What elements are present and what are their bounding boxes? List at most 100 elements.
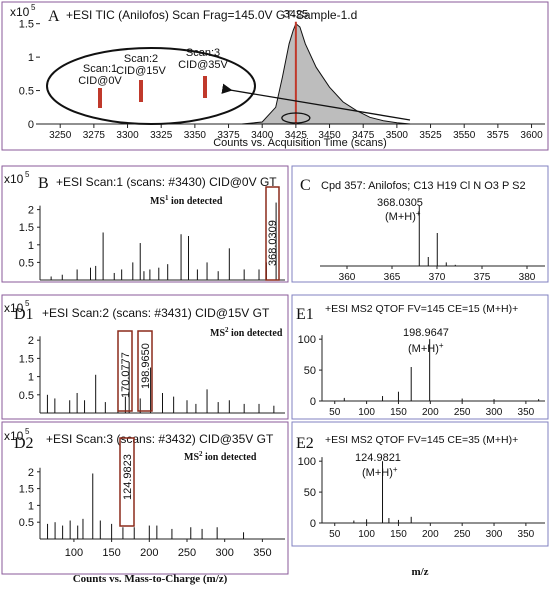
panel-b-y-tick-label: 1: [28, 240, 34, 252]
panel-a-x-tick-label: 3550: [453, 130, 476, 141]
panel-e2: E2 +ESI MS2 QTOF FV=145 CE=35 (M+H)+ 124…: [291, 421, 549, 578]
panel-b: B +ESI Scan:1 (scans: #3430) CID@0V GT x…: [1, 165, 289, 283]
panel-c-peak-ion: (M+H)+: [385, 209, 421, 223]
panel-b-y-axis: 2 1.5 1 0.5: [19, 205, 41, 280]
panel-d1-scale-exp: 5: [25, 299, 30, 308]
panel-c-peak-mz: 368.0305: [377, 197, 423, 209]
panel-d2-scale: x10: [4, 429, 24, 443]
panel-c: C Cpd 357: Anilofos; C13 H19 Cl N O3 P S…: [291, 165, 549, 283]
panel-d2-y-tick-label: 2: [28, 467, 34, 479]
panel-d1: D1 +ESI Scan:2 (scans: #3431) CID@15V GT…: [1, 294, 289, 420]
callout-scan-3-line1: Scan:3: [186, 47, 220, 59]
panel-d2-x-axis: 100 150 200 250 300 350: [65, 539, 272, 559]
panel-e1-x-tick-label: 300: [486, 407, 503, 418]
panel-a-frame: [1, 1, 549, 151]
panel-d2-x-tick-label: 100: [65, 547, 83, 559]
panel-a: A +ESI TIC (Anilofos) Scan Frag=145.0V G…: [1, 1, 549, 151]
panel-d1-box-170: [117, 330, 133, 412]
panel-a-x-tick-label: 3250: [49, 130, 72, 141]
panel-a-title: +ESI TIC (Anilofos) Scan Frag=145.0V GT-…: [66, 8, 357, 22]
panel-e1-letter: E1: [296, 306, 314, 323]
panel-e2-peak-mz: 124.9821: [355, 452, 401, 464]
panel-e1-x-tick-label: 50: [329, 407, 341, 418]
panel-c-x-tick-label: 375: [474, 272, 491, 283]
panel-a-x-tick-label: 3325: [150, 130, 173, 141]
panel-a-tic-trace: [241, 22, 411, 125]
panel-d2-box-124: [119, 437, 135, 527]
panel-b-scale: x10: [4, 172, 24, 186]
panel-d2-x-tick-label: 250: [178, 547, 196, 559]
panel-d1-y-tick-label: 1: [28, 372, 34, 384]
panel-d2-box-124-label: 124.9823: [122, 454, 134, 500]
panel-e2-x-tick-label: 50: [329, 529, 341, 540]
panel-a-x-tick-label: 3575: [487, 130, 510, 141]
panel-b-spectrum: [50, 202, 277, 280]
panel-a-y-tick-label: 1: [28, 52, 34, 64]
panel-a-x-tick-label: 3275: [83, 130, 106, 141]
callout-scan-1-bar: [98, 88, 102, 108]
panel-b-y-tick-label: 2: [28, 205, 34, 217]
panel-d2-letter: D2: [14, 435, 34, 452]
panel-d2-x-tick-label: 300: [216, 547, 234, 559]
callout-scan-1: Scan:1 CID@0V: [78, 63, 122, 108]
panel-d1-box-170-label: 170.0777: [120, 352, 132, 398]
panel-e1-spectrum: [343, 339, 540, 401]
panel-e1: E1 +ESI MS2 QTOF FV=145 CE=15 (M+H)+ 198…: [291, 294, 549, 420]
callout-scan-2-line1: Scan:2: [124, 53, 158, 65]
panel-d2-y-tick-label: 0.5: [19, 517, 34, 529]
callout-scan-1-line2: CID@0V: [78, 75, 122, 87]
panel-e1-x-tick-label: 350: [518, 407, 535, 418]
panel-c-x-tick-label: 380: [519, 272, 536, 283]
panel-d1-y-axis: 2 1.5 1 0.5: [19, 335, 41, 413]
panel-b-note: MS1 ion detected: [150, 194, 223, 207]
panel-d1-frame: [1, 294, 289, 420]
panel-d1-y-tick-label: 0.5: [19, 390, 34, 402]
panel-e1-y-tick-label: 0: [310, 396, 316, 408]
panel-a-x-tick-label: 3450: [318, 130, 341, 141]
panel-d2-spectrum: [47, 473, 245, 539]
panel-e2-y-tick-label: 50: [304, 487, 316, 499]
callout-scan-1-line1: Scan:1: [83, 63, 117, 75]
panel-d2-title: +ESI Scan:3 (scans: #3432) CID@35V GT: [46, 432, 274, 446]
panel-c-x-tick-label: 360: [339, 272, 356, 283]
panel-e2-x-tick-label: 250: [454, 529, 471, 540]
panel-e1-y-axis: 100 50 0: [298, 334, 323, 408]
panel-e2-spectrum: [353, 461, 412, 523]
panel-a-peak-label: 3425: [284, 9, 308, 21]
panel-a-scale-exp: 5: [31, 3, 36, 12]
panel-d1-y-tick-label: 2: [28, 335, 34, 347]
panel-e1-frame: [291, 294, 549, 420]
callout-scan-2-line2: CID@15V: [116, 65, 166, 77]
panel-b-y-tick-label: 0.5: [19, 257, 34, 269]
panel-e1-peak-mz: 198.9647: [403, 327, 449, 339]
panel-d2-scale-exp: 5: [25, 427, 30, 436]
panel-d2-x-tick-label: 150: [102, 547, 120, 559]
panel-c-x-axis: 360 365 370 375 380: [339, 266, 536, 283]
panel-c-x-tick-label: 370: [429, 272, 446, 283]
panel-d2: D2 +ESI Scan:3 (scans: #3432) CID@35V GT…: [1, 421, 289, 585]
panel-a-y-tick-label: 0.5: [19, 86, 34, 98]
panel-b-letter: B: [38, 175, 49, 192]
panel-e1-y-tick-label: 100: [298, 334, 316, 346]
panel-a-small-ellipse: [281, 112, 311, 124]
panel-b-scale-exp: 5: [25, 170, 30, 179]
panel-d1-y-tick-label: 1.5: [19, 353, 34, 365]
panel-a-x-tick-label: 3600: [520, 130, 543, 141]
panel-a-x-label: Counts vs. Acquisition Time (scans): [213, 137, 387, 149]
panel-a-x-tick-label: 3400: [251, 130, 274, 141]
callout-scan-3-line2: CID@35V: [178, 59, 228, 71]
panel-d1-spectrum: [46, 362, 275, 413]
panel-d1-note: MS2 ion detected: [210, 326, 283, 339]
panel-b-box-368-label: 368.0309: [267, 220, 279, 266]
panel-a-zoom-arrow: [221, 83, 411, 121]
panel-e2-y-tick-label: 100: [298, 456, 316, 468]
panel-e1-title: +ESI MS2 QTOF FV=145 CE=15 (M+H)+: [325, 303, 518, 315]
panel-d2-x-tick-label: 200: [140, 547, 158, 559]
panel-c-spectrum: [418, 206, 456, 266]
panel-d2-note: MS2 ion detected: [184, 450, 257, 463]
panel-e2-title: +ESI MS2 QTOF FV=145 CE=35 (M+H)+: [325, 434, 518, 446]
callout-scan-3-bar: [203, 76, 207, 98]
panel-b-box-368: [265, 186, 280, 281]
panel-a-y-tick-label: 1.5: [19, 19, 34, 31]
